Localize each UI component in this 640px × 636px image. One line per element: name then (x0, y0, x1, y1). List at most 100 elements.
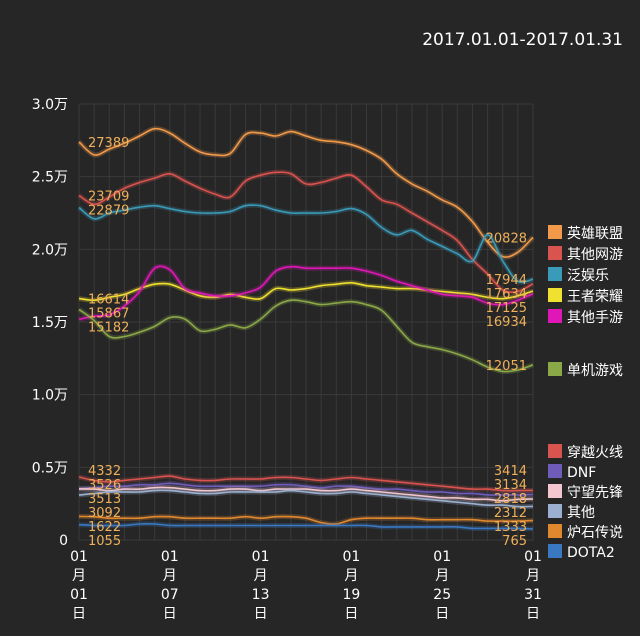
end-value-label: 20828 (486, 231, 527, 246)
series-lines (77, 126, 535, 532)
x-tick-label: 01 (524, 549, 542, 565)
y-tick-label: 2.5万 (32, 170, 68, 186)
legend-item: 守望先锋 (548, 484, 623, 501)
legend-label: 其他网游 (567, 247, 623, 263)
legend-item: 其他网游 (548, 246, 623, 263)
legend-label: 单机游戏 (567, 363, 623, 379)
end-value-label: 1333 (494, 520, 527, 535)
legend-item: 英雄联盟 (548, 225, 623, 242)
legend-label: 英雄联盟 (567, 225, 623, 242)
start-value-label: 1622 (88, 520, 121, 535)
x-tick-label: 月 (526, 568, 540, 584)
legend-swatch (548, 362, 562, 376)
x-tick-label: 19 (342, 587, 360, 603)
legend-swatch (548, 524, 562, 538)
series-line (78, 482, 534, 496)
legend-swatch (548, 225, 562, 239)
start-value-label: 15182 (88, 321, 129, 336)
legend-swatch (548, 444, 562, 458)
x-tick-label: 01 (161, 549, 179, 565)
series-line (78, 171, 534, 294)
start-value-label: 22879 (88, 203, 129, 218)
start-value-label: 23709 (88, 189, 129, 204)
legend-label: 其他 (567, 505, 595, 521)
legend-label: 其他手游 (567, 310, 623, 326)
legend-item: 王者荣耀 (548, 288, 623, 305)
x-tick-label: 01 (433, 549, 451, 565)
x-tick-label: 01 (342, 549, 360, 565)
legend-item: DNF (548, 464, 596, 481)
start-value-label: 3526 (88, 478, 121, 493)
legend-item: DOTA2 (548, 544, 615, 561)
x-tick-label: 月 (435, 568, 449, 584)
legend-swatch (548, 267, 562, 281)
series-line (78, 265, 534, 321)
series-line (78, 204, 534, 284)
legend-swatch (548, 288, 562, 302)
end-value-label: 17634 (486, 287, 527, 302)
series-line (78, 299, 534, 373)
x-axis: 01 月 01 日 01 月 07 日 01 月 13 日 01 月 19 日 01 月 25 日 01 月 31 日 (70, 549, 542, 622)
legend-label: 守望先锋 (567, 485, 623, 501)
legend-swatch (548, 246, 562, 260)
x-tick-label: 月 (163, 568, 177, 584)
grid (78, 103, 534, 541)
legend-swatch (548, 504, 562, 518)
end-value-label: 2312 (494, 506, 527, 521)
legend-swatch (548, 464, 562, 478)
legend-swatch (548, 544, 562, 558)
end-value-label: 3414 (494, 464, 527, 479)
y-tick-label: 3.0万 (32, 97, 68, 113)
x-tick-label: 月 (254, 568, 268, 584)
legend-label: DNF (567, 465, 596, 481)
x-tick-label: 日 (526, 606, 540, 622)
end-value-label: 12051 (486, 359, 527, 374)
end-value-label: 765 (502, 534, 527, 549)
series-line (78, 489, 534, 508)
series-line (78, 281, 534, 302)
x-tick-label: 月 (72, 568, 86, 584)
start-value-label: 16614 (88, 293, 129, 308)
x-tick-label: 日 (163, 606, 177, 622)
series-line (78, 515, 534, 525)
x-tick-label: 25 (433, 587, 451, 603)
end-value-label: 16934 (486, 315, 527, 330)
legend-label: 泛娱乐 (567, 268, 609, 284)
y-tick-label: 1.5万 (32, 315, 68, 331)
end-value-label: 2818 (494, 492, 527, 507)
start-value-label: 1055 (88, 534, 121, 549)
legend-item: 单机游戏 (548, 362, 623, 379)
end-value-label: 17944 (486, 273, 527, 288)
x-tick-label: 01 (70, 587, 88, 603)
x-tick-label: 13 (252, 587, 270, 603)
x-tick-label: 31 (524, 587, 542, 603)
y-tick-label: 1.0万 (32, 388, 68, 404)
start-value-label: 3513 (88, 492, 121, 507)
y-axis: 0 0.5万 1.0万 1.5万 2.0万 2.5万 3.0万 (32, 97, 68, 549)
series-line (78, 475, 534, 492)
legend-label: 炉石传说 (567, 525, 623, 541)
end-value-label: 3134 (494, 478, 527, 493)
start-value-label: 4332 (88, 464, 121, 479)
legend-item: 穿越火线 (548, 444, 623, 461)
y-tick-label: 2.0万 (32, 242, 68, 258)
x-tick-label: 日 (344, 606, 358, 622)
legend-swatch (548, 484, 562, 498)
series-line (78, 127, 534, 258)
x-tick-label: 日 (254, 606, 268, 622)
x-tick-label: 日 (72, 606, 86, 622)
legend-item: 泛娱乐 (548, 267, 609, 284)
end-value-label: 17125 (486, 301, 527, 316)
start-value-label: 15867 (88, 307, 129, 322)
series-line (78, 523, 534, 530)
legend-swatch (548, 309, 562, 323)
legend-item: 炉石传说 (548, 524, 623, 541)
y-tick-label: 0.5万 (32, 460, 68, 476)
legend-item: 其他 (548, 504, 595, 521)
x-tick-label: 01 (70, 549, 88, 565)
legend-label: 穿越火线 (567, 445, 623, 461)
